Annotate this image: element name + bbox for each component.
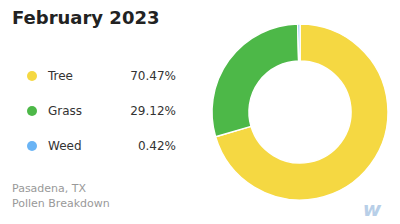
legend-value: 29.12% [130, 104, 176, 118]
legend-swatch [27, 141, 37, 151]
legend-value: 70.47% [130, 69, 176, 83]
subtitle-line: Pollen Breakdown [12, 197, 110, 210]
subtitle-line: Pasadena, TX [12, 182, 87, 195]
legend-label: Tree [47, 69, 73, 83]
legend-value: 0.42% [138, 139, 176, 153]
watermark: w [363, 197, 382, 221]
subtitle: Pasadena, TX Pollen Breakdown [12, 182, 110, 210]
donut [212, 24, 388, 200]
title: February 2023 [12, 7, 159, 28]
legend-swatch [27, 71, 37, 81]
legend-label: Weed [48, 139, 82, 153]
slice [298, 24, 300, 61]
legend: Tree 70.47% Grass 29.12% Weed 0.42% [27, 69, 176, 153]
legend-swatch [27, 106, 37, 116]
slice [212, 24, 299, 137]
legend-label: Grass [48, 104, 82, 118]
chart: February 2023 Tree 70.47% Grass 29.12% Weed 0.… [0, 0, 400, 224]
